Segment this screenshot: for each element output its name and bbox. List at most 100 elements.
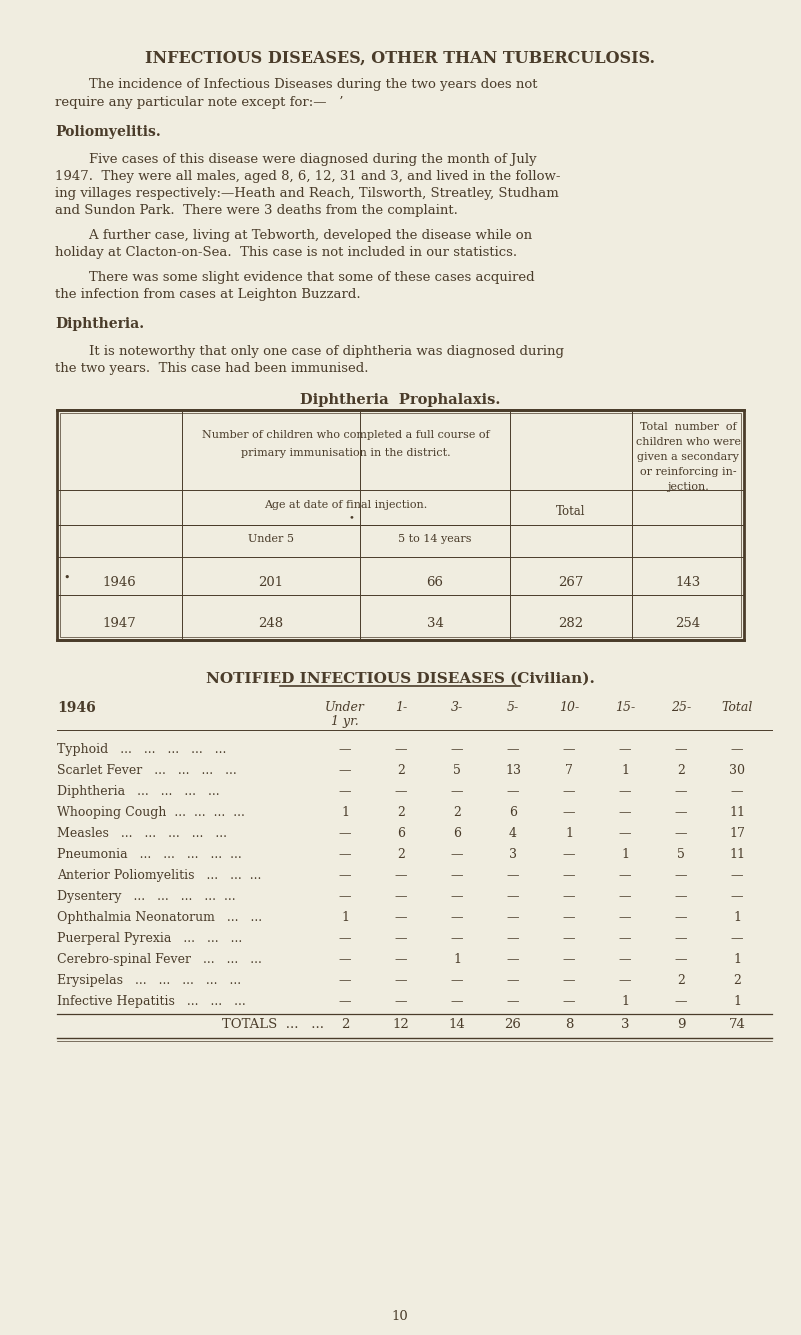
Text: —: — [507,890,519,902]
Text: 3: 3 [509,848,517,861]
Text: —: — [563,848,575,861]
Text: Pneumonia   ...   ...   ...   ...  ...: Pneumonia ... ... ... ... ... [57,848,242,861]
Text: 8: 8 [565,1019,574,1031]
Text: —: — [674,744,687,756]
Text: —: — [507,995,519,1008]
Text: Measles   ...   ...   ...   ...   ...: Measles ... ... ... ... ... [57,826,227,840]
Text: Puerperal Pyrexia   ...   ...   ...: Puerperal Pyrexia ... ... ... [57,932,242,945]
Text: 282: 282 [558,617,584,630]
Text: 6: 6 [397,826,405,840]
Text: 1946: 1946 [57,701,96,716]
Text: —: — [451,995,463,1008]
Text: Total: Total [722,701,753,714]
Text: Under: Under [325,701,365,714]
Text: 254: 254 [675,617,701,630]
Text: 1947: 1947 [103,617,136,630]
Text: Anterior Poliomyelitis   ...   ...  ...: Anterior Poliomyelitis ... ... ... [57,869,261,882]
Text: —: — [674,785,687,798]
Text: 15-: 15- [615,701,635,714]
Text: —: — [451,848,463,861]
Text: —: — [563,995,575,1008]
Text: 10-: 10- [559,701,579,714]
Text: 6: 6 [509,806,517,818]
Text: 3: 3 [621,1019,630,1031]
Text: •: • [348,513,354,522]
Text: —: — [563,890,575,902]
Text: 6: 6 [453,826,461,840]
Text: 11: 11 [729,848,745,861]
Text: Diphtheria  Prophalaxis.: Diphtheria Prophalaxis. [300,392,500,407]
Text: A further case, living at Tebworth, developed the disease while on: A further case, living at Tebworth, deve… [55,230,532,242]
Text: 74: 74 [729,1019,746,1031]
Text: —: — [339,890,352,902]
Text: primary immunisation in the district.: primary immunisation in the district. [241,449,451,458]
Text: Ophthalmia Neonatorum   ...   ...: Ophthalmia Neonatorum ... ... [57,910,262,924]
Text: 1: 1 [565,826,573,840]
Text: —: — [731,932,743,945]
Text: 1: 1 [621,848,629,861]
Text: —: — [339,826,352,840]
Text: —: — [674,995,687,1008]
Text: Infective Hepatitis   ...   ...   ...: Infective Hepatitis ... ... ... [57,995,246,1008]
Text: —: — [451,744,463,756]
Text: —: — [563,806,575,818]
Text: 2: 2 [677,764,685,777]
Text: 2: 2 [397,848,405,861]
Text: 11: 11 [729,806,745,818]
Text: —: — [618,910,631,924]
Text: —: — [563,953,575,967]
Text: 5: 5 [453,764,461,777]
Text: —: — [618,785,631,798]
Text: 1 yr.: 1 yr. [331,716,359,728]
Text: 2: 2 [397,764,405,777]
Text: The incidence of Infectious Diseases during the two years does not: The incidence of Infectious Diseases dur… [55,77,537,91]
Text: children who were: children who were [635,437,740,447]
Text: 2: 2 [677,975,685,987]
Text: 2: 2 [340,1019,349,1031]
Text: and Sundon Park.  There were 3 deaths from the complaint.: and Sundon Park. There were 3 deaths fro… [55,204,458,218]
Text: Diphtheria   ...   ...   ...   ...: Diphtheria ... ... ... ... [57,785,219,798]
Text: 34: 34 [427,617,444,630]
Text: —: — [339,953,352,967]
Text: 3-: 3- [451,701,463,714]
Text: 14: 14 [449,1019,465,1031]
Text: 143: 143 [675,575,701,589]
Text: —: — [395,744,407,756]
Text: 2: 2 [453,806,461,818]
Text: —: — [395,785,407,798]
Text: —: — [451,890,463,902]
Text: —: — [507,953,519,967]
Text: 1946: 1946 [103,575,136,589]
Text: Poliomyelitis.: Poliomyelitis. [55,125,161,139]
Text: Whooping Cough  ...  ...  ...  ...: Whooping Cough ... ... ... ... [57,806,245,818]
Text: 1: 1 [733,995,741,1008]
Text: —: — [674,932,687,945]
Text: 1: 1 [621,764,629,777]
Text: 1: 1 [453,953,461,967]
Text: 13: 13 [505,764,521,777]
Text: Five cases of this disease were diagnosed during the month of July: Five cases of this disease were diagnose… [55,154,537,166]
Text: —: — [339,975,352,987]
Text: 2: 2 [733,975,741,987]
Text: —: — [618,806,631,818]
Text: —: — [563,869,575,882]
Text: —: — [731,869,743,882]
Text: —: — [395,995,407,1008]
Text: INFECTIOUS DISEASES, OTHER THAN TUBERCULOSIS.: INFECTIOUS DISEASES, OTHER THAN TUBERCUL… [145,49,655,67]
Text: —: — [674,806,687,818]
Text: —: — [674,826,687,840]
Text: —: — [395,932,407,945]
Text: There was some slight evidence that some of these cases acquired: There was some slight evidence that some… [55,271,534,284]
Text: TOTALS  ...   ...: TOTALS ... ... [222,1019,324,1031]
Text: —: — [618,744,631,756]
Text: given a secondary: given a secondary [637,453,739,462]
Text: 10: 10 [392,1310,409,1323]
Text: 9: 9 [677,1019,685,1031]
Text: jection.: jection. [667,482,709,493]
Text: —: — [618,826,631,840]
Text: —: — [339,744,352,756]
Text: 5-: 5- [507,701,519,714]
Text: 1: 1 [341,806,349,818]
Text: —: — [618,953,631,967]
Text: —: — [451,975,463,987]
